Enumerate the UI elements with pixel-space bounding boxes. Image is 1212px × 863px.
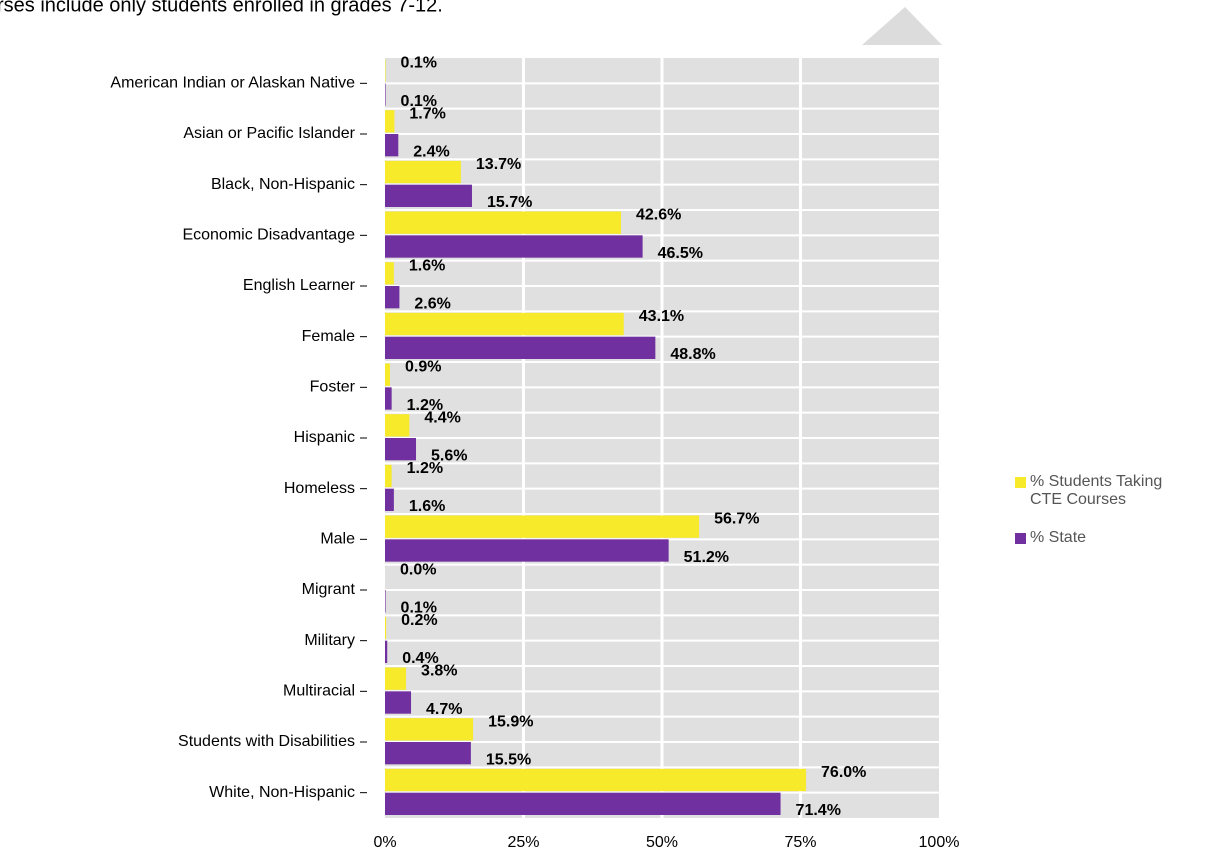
bar bbox=[385, 336, 656, 359]
value-label: 1.7% bbox=[409, 105, 445, 122]
y-tick-label: Foster bbox=[310, 379, 356, 396]
value-label: 3.8% bbox=[421, 663, 457, 680]
bar bbox=[385, 515, 700, 538]
value-label: 71.4% bbox=[796, 802, 841, 819]
x-tick-label: 75% bbox=[784, 834, 816, 851]
legend: % Students Taking CTE Courses % State bbox=[1015, 473, 1195, 567]
value-label: 42.6% bbox=[636, 207, 681, 224]
x-tick-label: 25% bbox=[507, 834, 539, 851]
value-label: 76.0% bbox=[821, 764, 866, 781]
y-tick-label: Asian or Pacific Islander bbox=[183, 125, 355, 142]
bar bbox=[385, 539, 669, 562]
value-label: 0.1% bbox=[401, 93, 437, 110]
bar bbox=[385, 134, 399, 157]
y-tick-label: Students with Disabilities bbox=[178, 733, 355, 750]
bar bbox=[385, 414, 410, 437]
bar bbox=[385, 640, 388, 663]
x-tick-label: 0% bbox=[373, 834, 396, 851]
legend-swatch bbox=[1015, 477, 1026, 488]
bar bbox=[385, 286, 400, 309]
bar bbox=[385, 718, 474, 741]
bar bbox=[385, 184, 472, 207]
value-label: 56.7% bbox=[714, 511, 759, 528]
value-label: 15.7% bbox=[487, 194, 532, 211]
y-tick-label: Economic Disadvantage bbox=[182, 227, 355, 244]
value-label: 1.2% bbox=[407, 397, 443, 414]
bar bbox=[385, 235, 643, 258]
value-label: 4.7% bbox=[426, 701, 462, 718]
subtitle: rses include only students enrolled in g… bbox=[0, 0, 443, 16]
value-label: 43.1% bbox=[639, 308, 684, 325]
value-label: 13.7% bbox=[476, 156, 521, 173]
y-tick-label: Multiracial bbox=[283, 683, 355, 700]
value-label: 0.9% bbox=[405, 359, 441, 376]
value-label: 2.4% bbox=[413, 144, 449, 161]
value-label: 0.0% bbox=[400, 561, 436, 578]
bar bbox=[385, 488, 394, 511]
value-label: 0.2% bbox=[401, 612, 437, 629]
y-tick-label: Black, Non-Hispanic bbox=[211, 176, 355, 193]
bar bbox=[385, 262, 394, 285]
bar bbox=[385, 768, 807, 792]
value-label: 15.9% bbox=[488, 713, 533, 730]
y-tick-label: English Learner bbox=[243, 277, 356, 294]
value-label: 0.1% bbox=[401, 600, 437, 617]
bar bbox=[385, 464, 392, 488]
legend-label: % Students Taking CTE Courses bbox=[1030, 473, 1163, 508]
x-tick-label: 100% bbox=[919, 834, 960, 851]
y-tick-label: Hispanic bbox=[294, 429, 355, 446]
value-label: 51.2% bbox=[684, 549, 729, 566]
bar bbox=[385, 59, 386, 82]
value-label: 0.1% bbox=[401, 55, 437, 72]
bar bbox=[385, 667, 407, 690]
value-label: 5.6% bbox=[431, 448, 467, 465]
bar bbox=[385, 211, 622, 234]
decor-triangle bbox=[862, 7, 942, 45]
y-tick-label: American Indian or Alaskan Native bbox=[110, 75, 355, 92]
value-label: 15.5% bbox=[486, 752, 531, 769]
bar bbox=[385, 363, 390, 386]
bar bbox=[385, 616, 387, 640]
y-tick-label: White, Non-Hispanic bbox=[209, 784, 355, 801]
bar bbox=[385, 742, 471, 765]
bar bbox=[385, 312, 624, 336]
bar bbox=[385, 792, 781, 815]
value-label: 1.2% bbox=[407, 460, 443, 477]
value-label: 46.5% bbox=[658, 245, 703, 262]
bar bbox=[385, 387, 392, 410]
bar bbox=[385, 438, 417, 461]
bar bbox=[385, 590, 386, 613]
value-label: 1.6% bbox=[409, 257, 445, 274]
bar bbox=[385, 110, 395, 133]
y-tick-label: Homeless bbox=[284, 480, 355, 497]
y-tick-label: Female bbox=[302, 328, 355, 345]
legend-swatch bbox=[1015, 533, 1026, 544]
bar bbox=[385, 83, 386, 106]
legend-item: % State bbox=[1015, 529, 1195, 547]
x-tick-label: 50% bbox=[646, 834, 678, 851]
bar bbox=[385, 691, 412, 714]
value-label: 0.4% bbox=[402, 650, 438, 667]
y-tick-label: Military bbox=[304, 632, 355, 649]
value-label: 4.4% bbox=[424, 409, 460, 426]
y-tick-label: Male bbox=[320, 531, 355, 548]
y-tick-label: Migrant bbox=[302, 581, 356, 598]
value-label: 1.6% bbox=[409, 498, 445, 515]
value-label: 2.6% bbox=[414, 296, 450, 313]
value-label: 48.8% bbox=[670, 346, 715, 363]
legend-item: % Students Taking CTE Courses bbox=[1015, 473, 1195, 509]
bar bbox=[385, 160, 461, 184]
legend-label: % State bbox=[1030, 529, 1087, 546]
